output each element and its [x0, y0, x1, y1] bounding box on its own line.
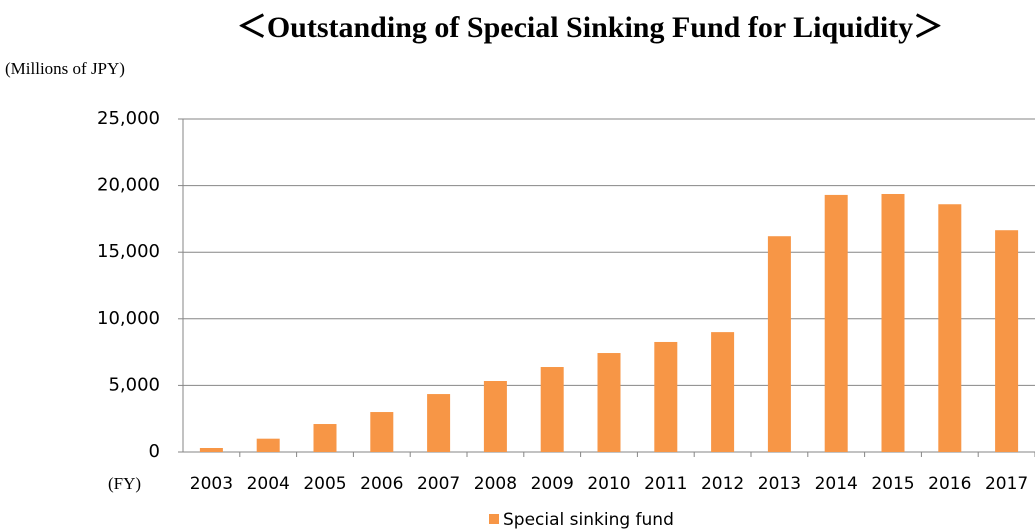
x-tick-label: 2009 [531, 474, 574, 494]
x-tick-label: 2011 [644, 474, 687, 494]
y-tick-label: 15,000 [97, 241, 160, 262]
x-tick-label: 2004 [247, 474, 290, 494]
legend-label: Special sinking fund [503, 510, 674, 530]
x-tick-label: 2015 [871, 474, 914, 494]
bar [483, 381, 507, 452]
x-tick-label: 2013 [758, 474, 801, 494]
x-axis-label: (FY) [108, 474, 141, 493]
chart-title: ＜Outstanding of Special Sinking Fund for… [237, 11, 943, 44]
legend-swatch [489, 514, 499, 524]
x-tick-label: 2008 [474, 474, 517, 494]
bar [881, 193, 905, 453]
bar [597, 353, 621, 452]
bar [370, 412, 394, 452]
y-tick-label: 5,000 [108, 374, 160, 395]
y-tick-label: 25,000 [97, 108, 160, 129]
bar [938, 204, 962, 452]
bar [767, 236, 791, 452]
x-tick-label: 2005 [303, 474, 346, 494]
x-tick-label: 2012 [701, 474, 744, 494]
x-tick-label: 2007 [417, 474, 460, 494]
x-tick-label: 2016 [928, 474, 971, 494]
x-tick-label: 2017 [985, 474, 1028, 494]
y-tick-label: 20,000 [97, 175, 160, 196]
x-tick-label: 2006 [360, 474, 403, 494]
y-tick-label: 10,000 [97, 308, 160, 329]
x-tick-label: 2014 [815, 474, 858, 494]
bar [654, 341, 678, 452]
bar [199, 448, 223, 452]
bar [995, 230, 1019, 452]
y-tick-label: 0 [149, 441, 160, 462]
bar [313, 424, 337, 452]
y-axis-label: (Millions of JPY) [5, 59, 125, 78]
bar [540, 367, 564, 452]
bar [711, 332, 735, 452]
bar [824, 194, 848, 452]
x-tick-label: 2010 [587, 474, 630, 494]
x-tick-label: 2003 [190, 474, 233, 494]
bar [427, 394, 451, 452]
bar [256, 438, 280, 452]
